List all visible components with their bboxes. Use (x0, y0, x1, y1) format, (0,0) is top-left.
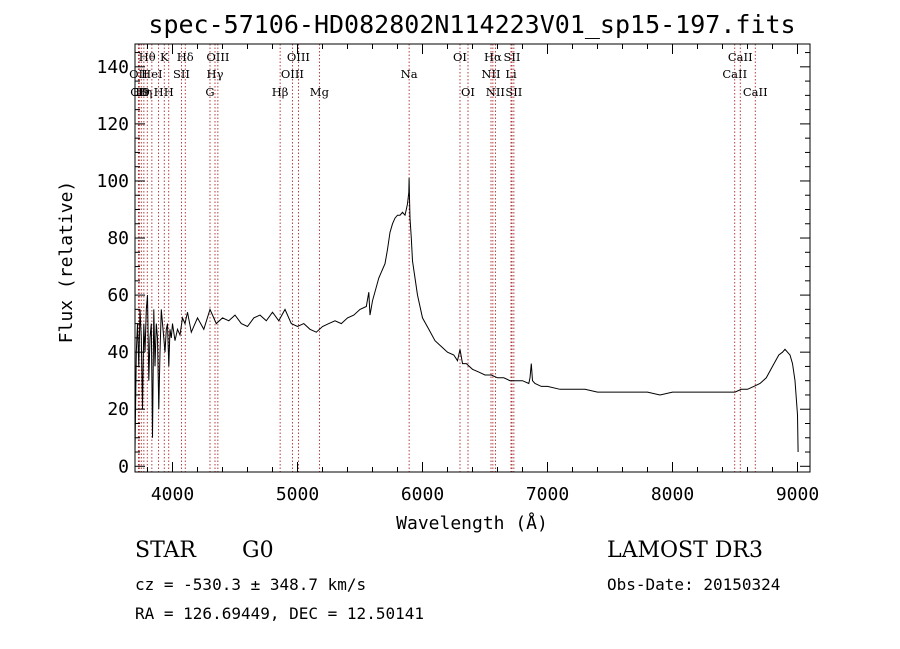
line-label-11: G (205, 85, 214, 99)
line-label-4: Hθ (139, 50, 156, 64)
y-tick-label-1: 20 (107, 399, 129, 420)
x-tick-label-0: 4000 (151, 484, 194, 505)
x-axis-label: Wavelength (Å) (396, 512, 548, 534)
coordinates: RA = 126.69449, DEC = 12.50141 (135, 604, 424, 623)
line-label-8: H (164, 85, 174, 99)
y-tick-label-3: 60 (107, 285, 129, 306)
line-label-20: OI (461, 85, 475, 99)
line-label-16: OIII (287, 50, 310, 64)
line-label-26: SII (505, 85, 522, 99)
line-label-7: K (160, 50, 169, 64)
spectral-line-markers (137, 44, 756, 472)
line-label-29: CaII (743, 85, 768, 99)
spectral-line-labels: OIICIIH9HηHθHeIHKHHδSIIGHγOIIIHβOIIIOIII… (129, 50, 768, 99)
line-label-21: NII (481, 67, 500, 81)
object-subclass: G0 (242, 538, 274, 563)
line-label-17: Mg (310, 85, 330, 99)
plot-frame (134, 43, 811, 473)
line-label-15: OIII (281, 67, 304, 81)
line-label-25: SII (504, 50, 521, 64)
y-tick-label-6: 120 (96, 114, 129, 135)
y-tick-label-2: 40 (107, 342, 129, 363)
x-tick-label-5: 9000 (776, 484, 819, 505)
line-label-24: Li (505, 67, 517, 81)
x-axis: 4000 5000 6000 7000 8000 9000 (147, 44, 819, 505)
line-label-27: CaII (722, 67, 747, 81)
y-tick-label-4: 80 (107, 228, 129, 249)
y-axis: 0 20 40 60 80 100 120 140 (96, 52, 810, 477)
line-label-0: OII (129, 67, 148, 81)
line-label-6: H (154, 85, 164, 99)
y-tick-label-7: 140 (96, 57, 129, 78)
redshift-cz: cz = -530.3 ± 348.7 km/s (135, 575, 367, 594)
x-tick-label-1: 5000 (276, 484, 319, 505)
line-label-18: Na (401, 67, 418, 81)
chart-title: spec-57106-HD082802N114223V01_sp15-197.f… (148, 10, 795, 39)
y-tick-label-5: 100 (96, 171, 129, 192)
x-tick-label-3: 7000 (526, 484, 569, 505)
line-label-9: Hδ (177, 50, 194, 64)
line-label-3: Hη (135, 85, 152, 99)
line-label-13: OIII (206, 50, 229, 64)
flux-series-line (134, 178, 799, 453)
line-label-14: Hβ (272, 85, 289, 99)
x-tick-label-4: 8000 (651, 484, 694, 505)
line-label-10: SII (173, 67, 190, 81)
y-axis-label: Flux (relative) (56, 181, 77, 344)
y-tick-label-0: 0 (118, 456, 129, 477)
line-label-22: Hα (484, 50, 502, 64)
survey-name: LAMOST DR3 (607, 538, 763, 563)
object-class: STAR (135, 538, 196, 563)
line-label-23: NII (486, 85, 505, 99)
line-label-28: CaII (728, 50, 753, 64)
line-label-5: HeI (141, 67, 162, 81)
observation-date: Obs-Date: 20150324 (607, 575, 781, 594)
line-label-19: OI (453, 50, 467, 64)
x-tick-label-2: 6000 (401, 484, 444, 505)
line-label-12: Hγ (207, 67, 224, 81)
